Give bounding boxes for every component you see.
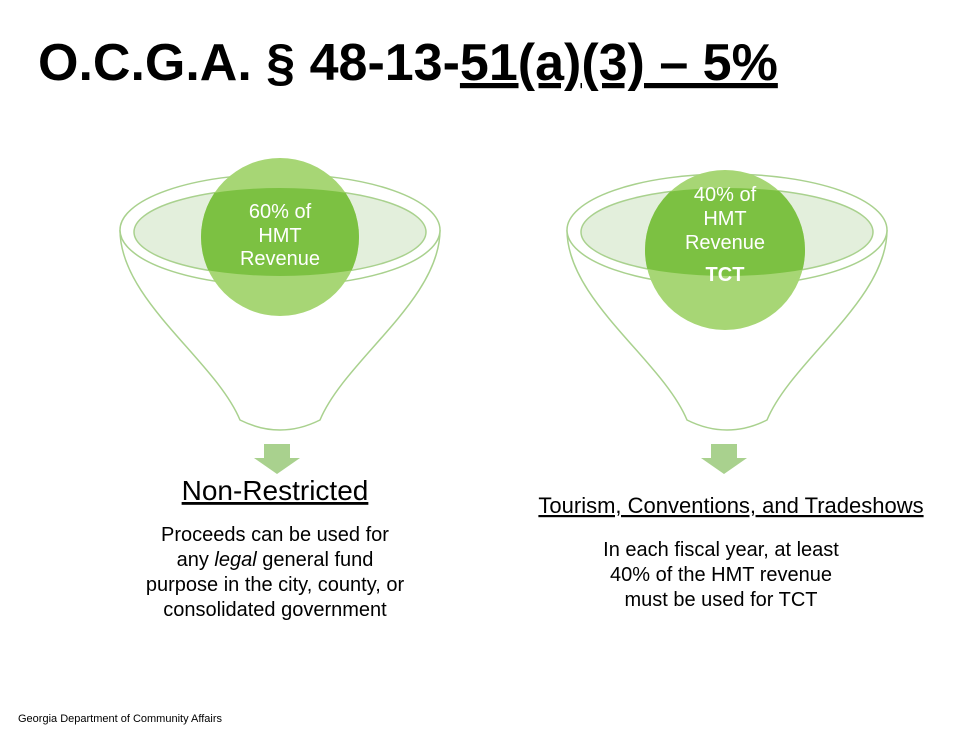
circle-text-bold: TCT (706, 264, 745, 286)
title-plain: O.C.G.A. § 48-13- (38, 34, 460, 92)
text-part: any (177, 549, 215, 571)
description-line: must be used for TCT (624, 589, 817, 611)
title-underlined: 51(a)(3) – 5% (460, 34, 778, 92)
description-line: purpose in the city, county, or (146, 574, 405, 596)
slide-title: O.C.G.A. § 48-13-51(a)(3) – 5% (38, 34, 778, 92)
circle-text: Revenue (240, 248, 320, 270)
text-part: general fund (257, 549, 374, 571)
description-line: consolidated government (163, 599, 387, 621)
funnel-left: 60% of HMT Revenue (119, 158, 441, 474)
circle-text: 60% of (249, 201, 312, 223)
description-line: 40% of the HMT revenue (610, 564, 832, 586)
funnel-right: 40% of HMT Revenue TCT (566, 170, 888, 474)
description-line: any legal general fund (177, 549, 374, 571)
circle-text: Revenue (685, 232, 765, 254)
circle-text: HMT (703, 208, 746, 230)
footer: Georgia Department of Community Affairs (18, 713, 222, 725)
text-italic: legal (214, 549, 257, 571)
circle-text: HMT (258, 225, 301, 247)
funnel-heading: Tourism, Conventions, and Tradeshows (538, 493, 923, 518)
circle-text: 40% of (694, 184, 757, 206)
description-line: In each fiscal year, at least (603, 539, 839, 561)
description-line: Proceeds can be used for (161, 524, 389, 546)
funnel-heading: Non-Restricted (182, 475, 369, 506)
